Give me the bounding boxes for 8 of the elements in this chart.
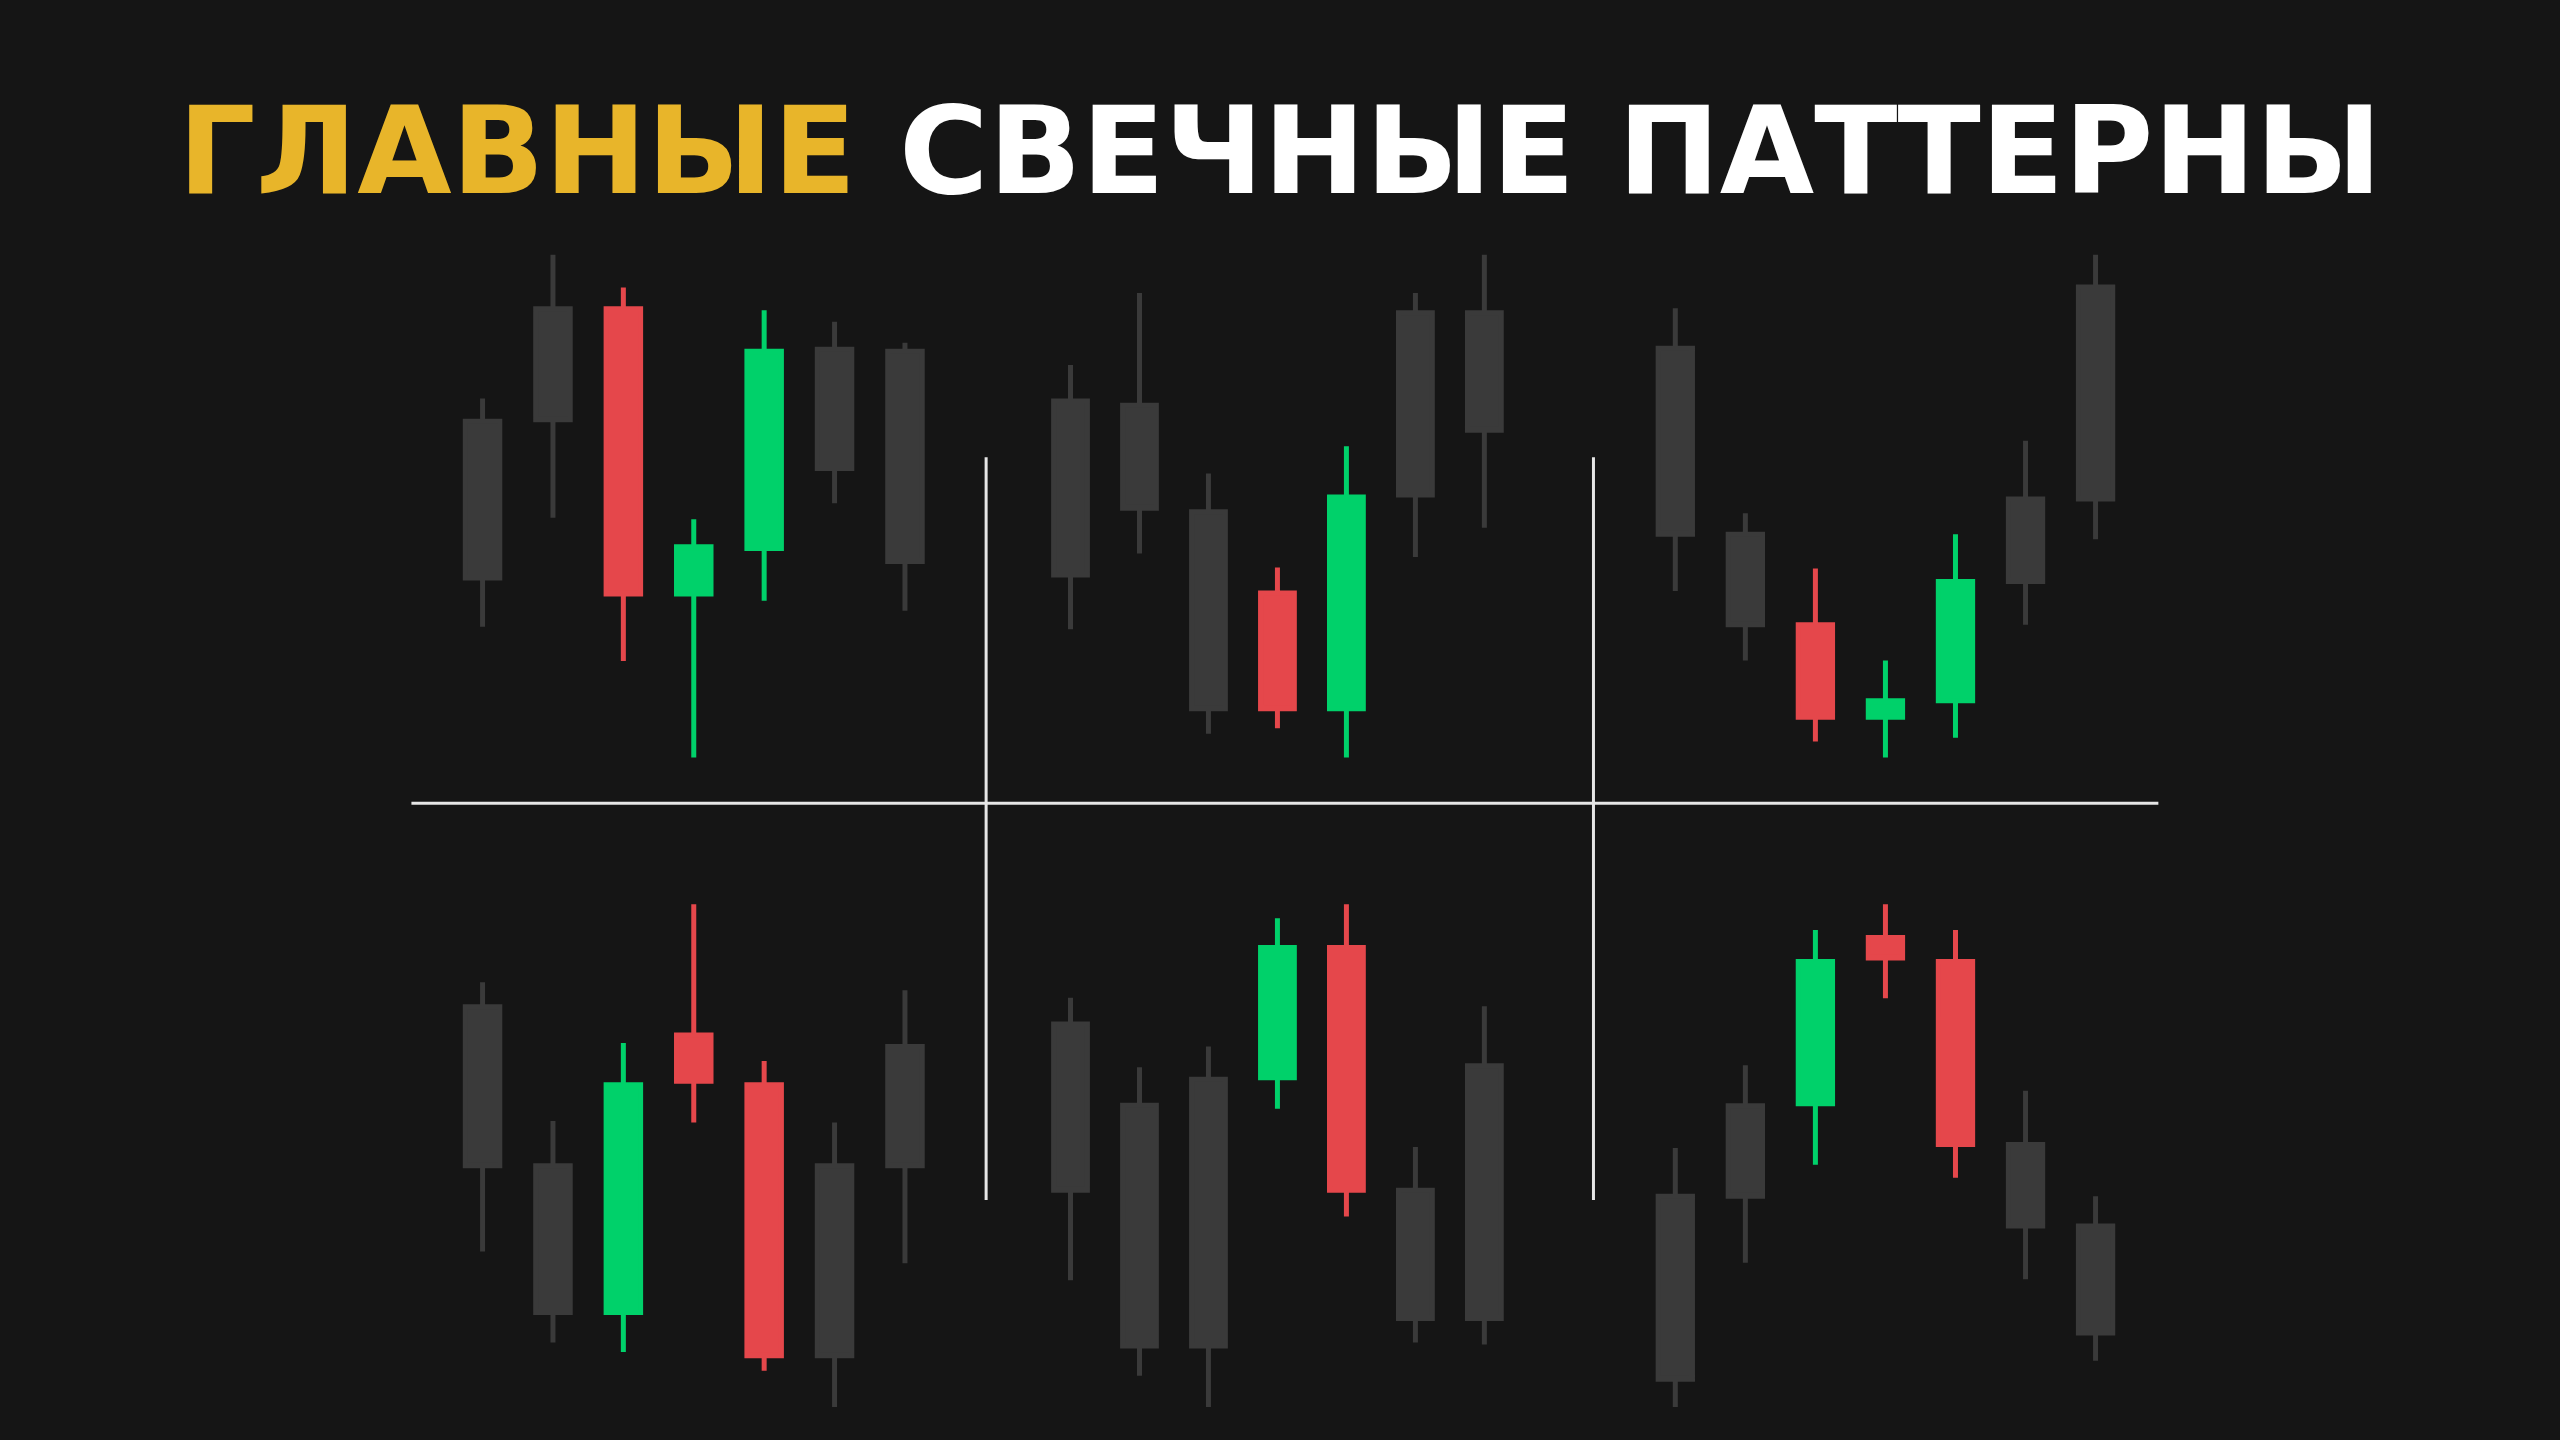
candlestick bbox=[2005, 1090, 2046, 1280]
candlestick bbox=[1795, 568, 1836, 742]
candlestick bbox=[814, 321, 855, 504]
candlestick bbox=[1258, 567, 1297, 729]
text: ГЛАВНЫЕ СВЕЧНЫЕ ПАТТЕРНЫ bbox=[178, 79, 2382, 222]
candlestick bbox=[1051, 997, 1090, 1281]
candlestick bbox=[1051, 364, 1090, 630]
candlestick bbox=[2075, 254, 2116, 540]
